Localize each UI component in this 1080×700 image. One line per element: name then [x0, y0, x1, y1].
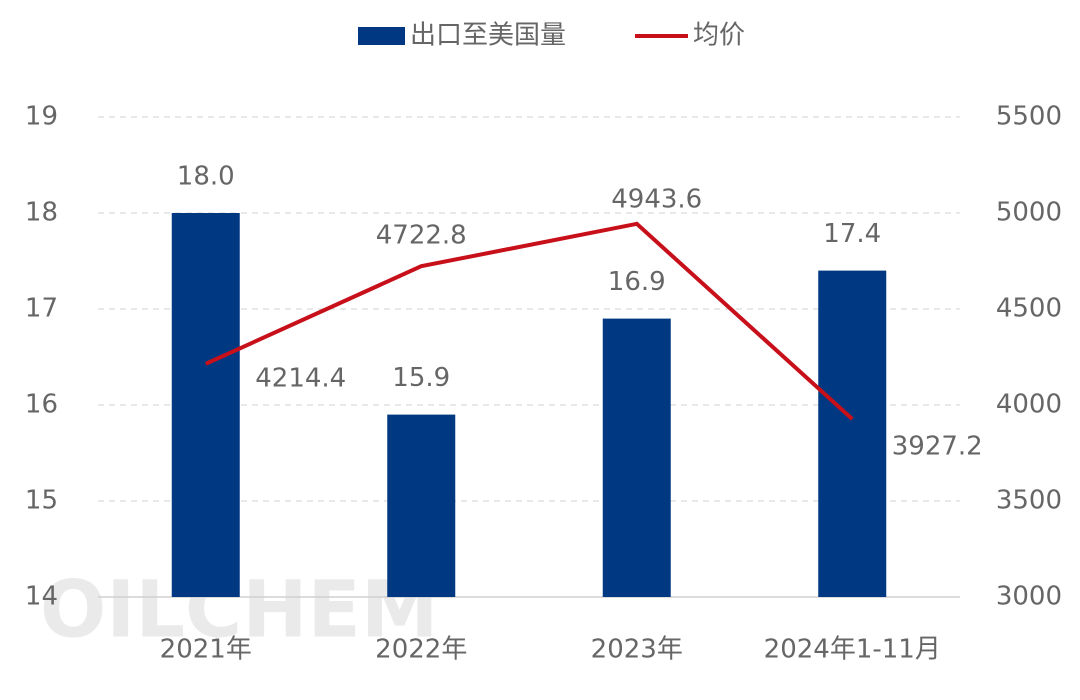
x-tick-label: 2023年 — [591, 635, 683, 665]
y2-tick-label: 4000 — [996, 390, 1062, 420]
x-tick-label: 2022年 — [375, 635, 467, 665]
x-tick-label: 2021年 — [160, 635, 252, 665]
data-label: 3927.2 — [892, 431, 983, 461]
legend-swatch — [358, 27, 405, 45]
bar — [387, 414, 456, 597]
y2-tick-label: 3500 — [996, 486, 1062, 516]
data-label: 15.9 — [392, 363, 450, 393]
y2-tick-label: 4500 — [996, 294, 1062, 324]
bar — [602, 318, 671, 597]
y-tick-label: 17 — [25, 294, 58, 324]
data-label: 4214.4 — [255, 363, 346, 393]
y-tick-label: 16 — [25, 390, 58, 420]
y2-tick-label: 5000 — [996, 198, 1062, 228]
y-tick-label: 19 — [25, 102, 58, 132]
y-tick-label: 14 — [25, 582, 58, 612]
data-label: 18.0 — [177, 162, 235, 192]
legend-label: 均价 — [693, 21, 745, 51]
legend-label: 出口至美国量 — [410, 21, 566, 51]
data-label: 17.4 — [823, 219, 881, 249]
bar — [818, 270, 887, 597]
line — [204, 221, 854, 421]
y2-tick-label: 3000 — [996, 582, 1062, 612]
y-tick-label: 15 — [25, 486, 58, 516]
data-label: 4722.8 — [376, 221, 467, 251]
data-label: 4943.6 — [611, 184, 702, 214]
x-tick-label: 2024年1-11月 — [764, 635, 941, 665]
y-tick-label: 18 — [25, 198, 58, 228]
bar — [171, 213, 240, 597]
data-label: 16.9 — [608, 267, 666, 297]
y2-tick-label: 5500 — [996, 102, 1062, 132]
